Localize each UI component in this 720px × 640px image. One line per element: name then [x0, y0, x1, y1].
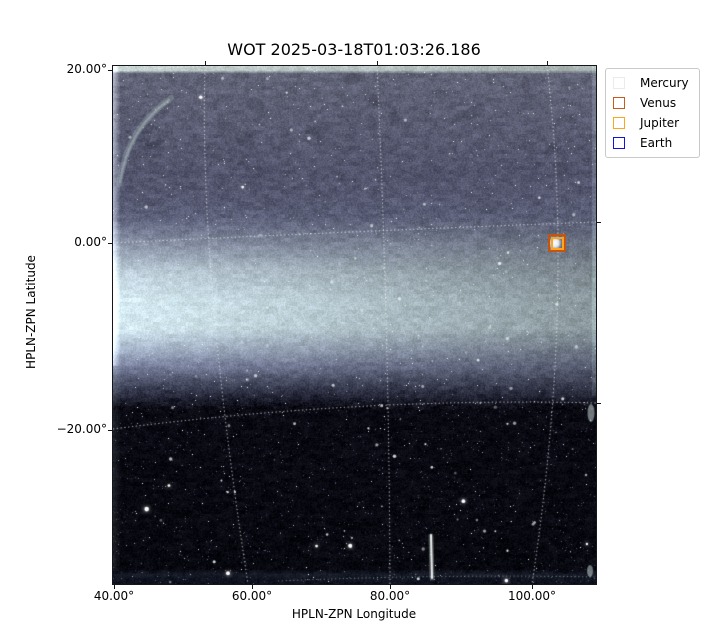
legend: Mercury Venus Jupiter Earth [605, 68, 700, 158]
x-tick-top [546, 61, 548, 65]
legend-marker-earth-icon [613, 137, 625, 149]
x-axis-label: HPLN-ZPN Longitude [291, 607, 417, 621]
legend-label: Mercury [640, 76, 689, 90]
chart-title: WOT 2025-03-18T01:03:26.186 [227, 40, 481, 59]
legend-marker-venus-icon [613, 97, 625, 109]
x-tick [531, 585, 533, 589]
y-tick [108, 242, 112, 244]
y-tick-label: 0.00° [74, 235, 107, 249]
x-tick [113, 585, 115, 589]
x-tick-label: 60.00° [231, 589, 273, 603]
y-tick-label: −20.00° [56, 422, 107, 436]
y-tick-right [597, 221, 601, 223]
legend-label: Venus [640, 96, 677, 110]
x-tick [251, 585, 253, 589]
legend-item-venus: Venus [613, 95, 689, 111]
x-tick-label: 80.00° [369, 589, 411, 603]
legend-marker-mercury-icon [613, 77, 625, 89]
legend-label: Earth [640, 136, 673, 150]
axes-area [112, 65, 597, 585]
x-tick-label: 100.00° [508, 589, 556, 603]
y-tick-label: 20.00° [66, 62, 107, 76]
y-axis-label: HPLN-ZPN Latitude [24, 255, 38, 369]
starfield-image [113, 66, 596, 584]
legend-marker-jupiter-icon [613, 117, 625, 129]
x-tick-top [376, 61, 378, 65]
legend-label: Jupiter [640, 116, 680, 130]
x-tick [389, 585, 391, 589]
legend-item-earth: Earth [613, 135, 689, 151]
legend-item-jupiter: Jupiter [613, 115, 689, 131]
x-tick-label: 40.00° [93, 589, 135, 603]
y-tick [108, 69, 112, 71]
x-tick-top [204, 61, 206, 65]
y-tick-right [597, 402, 601, 404]
legend-item-mercury: Mercury [613, 75, 689, 91]
y-tick [108, 429, 112, 431]
